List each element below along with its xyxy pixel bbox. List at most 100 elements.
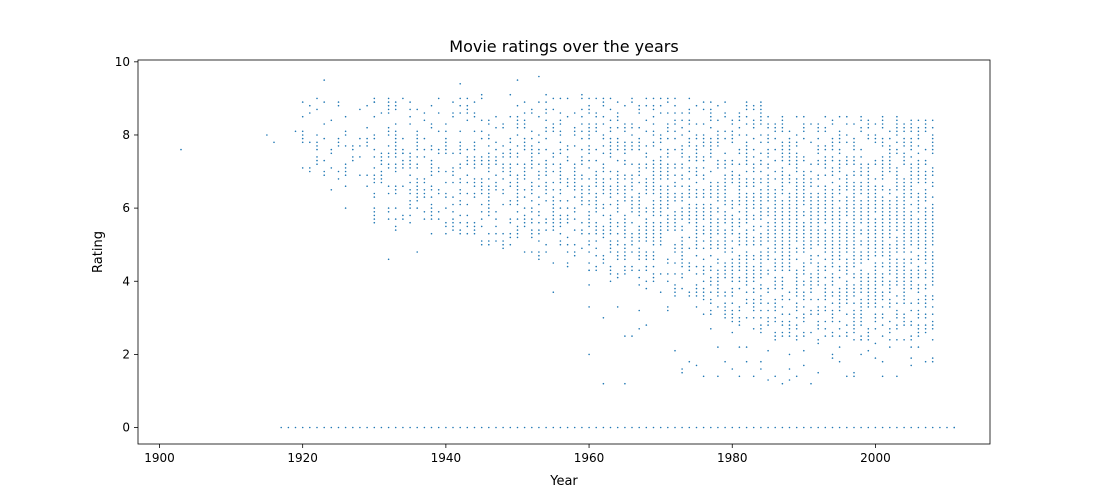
data-point xyxy=(781,320,784,323)
data-point xyxy=(867,298,870,301)
data-point xyxy=(631,189,633,191)
data-point xyxy=(731,218,734,220)
data-point xyxy=(846,163,848,165)
data-point xyxy=(803,320,805,323)
data-point xyxy=(595,265,597,268)
data-point xyxy=(609,156,612,158)
data-point xyxy=(860,200,862,202)
data-point xyxy=(702,203,705,206)
data-point xyxy=(445,152,447,155)
data-point xyxy=(616,254,619,257)
data-point xyxy=(817,236,819,239)
data-point xyxy=(602,258,605,261)
data-point xyxy=(760,163,762,165)
data-point xyxy=(545,221,547,224)
data-point xyxy=(795,291,798,294)
data-point xyxy=(917,254,920,257)
data-point xyxy=(724,214,726,217)
data-point xyxy=(667,152,669,155)
data-point xyxy=(638,104,640,107)
data-point xyxy=(738,112,741,114)
data-point xyxy=(531,211,533,213)
data-point xyxy=(781,258,784,261)
data-point xyxy=(824,192,827,195)
data-point xyxy=(831,192,834,195)
data-point xyxy=(488,159,490,162)
data-point xyxy=(752,200,755,202)
data-point xyxy=(803,313,805,316)
data-point xyxy=(874,159,877,162)
data-point xyxy=(874,247,877,250)
data-point xyxy=(616,137,619,140)
data-point xyxy=(831,331,834,334)
data-point xyxy=(931,276,934,279)
data-point xyxy=(881,141,884,144)
data-point xyxy=(760,269,762,272)
data-point xyxy=(602,97,605,100)
data-point xyxy=(602,382,605,385)
data-point xyxy=(824,243,827,246)
data-point xyxy=(924,192,927,195)
data-point xyxy=(631,232,633,235)
data-point xyxy=(717,287,719,290)
data-point xyxy=(752,178,755,180)
data-point xyxy=(459,83,462,85)
data-point xyxy=(738,148,741,151)
data-point xyxy=(609,229,612,231)
data-point xyxy=(881,196,884,198)
data-point xyxy=(566,214,569,217)
data-point xyxy=(924,232,927,235)
data-point xyxy=(409,200,411,202)
data-point xyxy=(566,145,569,147)
data-point xyxy=(466,108,469,111)
data-point xyxy=(344,163,347,165)
data-point xyxy=(545,181,547,184)
data-point xyxy=(803,232,805,235)
data-point xyxy=(710,298,712,301)
data-point xyxy=(695,174,698,176)
data-point xyxy=(846,159,848,162)
data-point xyxy=(824,130,827,133)
data-point xyxy=(681,163,683,165)
data-point xyxy=(738,203,741,206)
data-point xyxy=(853,225,855,228)
data-point xyxy=(846,134,848,136)
data-point xyxy=(803,229,805,231)
data-point xyxy=(874,240,877,242)
data-point xyxy=(731,159,734,162)
data-point xyxy=(710,185,712,187)
data-point xyxy=(287,426,290,429)
data-point xyxy=(710,207,712,209)
data-point xyxy=(609,189,612,191)
data-point xyxy=(659,196,662,198)
data-point xyxy=(917,273,920,275)
data-point xyxy=(495,115,497,118)
data-point xyxy=(416,108,419,111)
data-point xyxy=(473,130,476,133)
data-point xyxy=(559,232,562,235)
data-point xyxy=(659,203,662,206)
data-point xyxy=(781,426,784,429)
data-point xyxy=(674,214,676,217)
data-point xyxy=(717,240,719,242)
data-point xyxy=(602,181,605,184)
data-point xyxy=(767,200,769,202)
data-point xyxy=(573,163,576,165)
data-point xyxy=(674,262,676,264)
data-point xyxy=(860,185,862,187)
data-point xyxy=(616,192,619,195)
data-point xyxy=(917,287,920,290)
data-point xyxy=(380,112,383,114)
data-point xyxy=(874,265,877,268)
data-point xyxy=(889,152,891,155)
data-point xyxy=(817,254,819,257)
data-point xyxy=(695,243,698,246)
data-point xyxy=(659,211,662,213)
data-point xyxy=(659,200,662,202)
data-point xyxy=(881,218,884,220)
data-point xyxy=(624,123,626,125)
data-point xyxy=(788,196,791,198)
data-point xyxy=(838,232,841,235)
data-point xyxy=(788,232,791,235)
data-point xyxy=(624,152,626,155)
